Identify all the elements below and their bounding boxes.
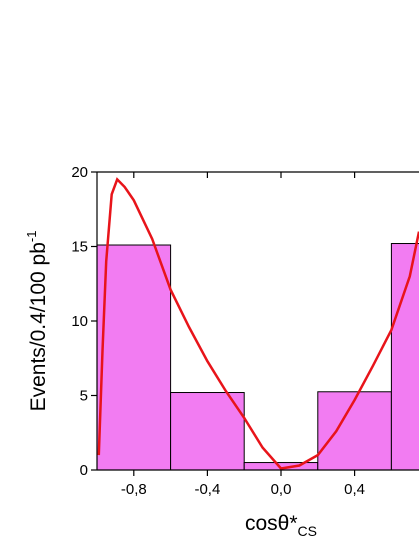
y-tick-label: 10: [71, 313, 88, 330]
x-tick-label: 0,0: [271, 481, 292, 498]
bar: [96, 244, 172, 471]
y-tick-label: 0: [80, 462, 88, 479]
y-tick-label: 5: [80, 388, 88, 405]
x-tick-label: 0,4: [344, 481, 365, 498]
bar: [170, 392, 245, 471]
bar: [390, 243, 419, 471]
y-axis-label: Events/0.4/100 pb-1: [24, 231, 50, 412]
y-label-sup: -1: [24, 231, 39, 243]
y-tick-label: 15: [71, 239, 88, 256]
y-tick-label: 20: [71, 164, 88, 181]
bar: [317, 391, 392, 471]
x-tick-label: -0,4: [194, 481, 220, 498]
y-label-text: Events/0.4/100 pb: [27, 242, 50, 411]
fit-curve: [97, 177, 419, 470]
x-label-text: cosθ*: [245, 512, 298, 535]
x-tick-label: -0,8: [121, 481, 147, 498]
x-label-sub: CS: [298, 523, 317, 539]
x-axis-label: cosθ*CS: [245, 512, 317, 539]
